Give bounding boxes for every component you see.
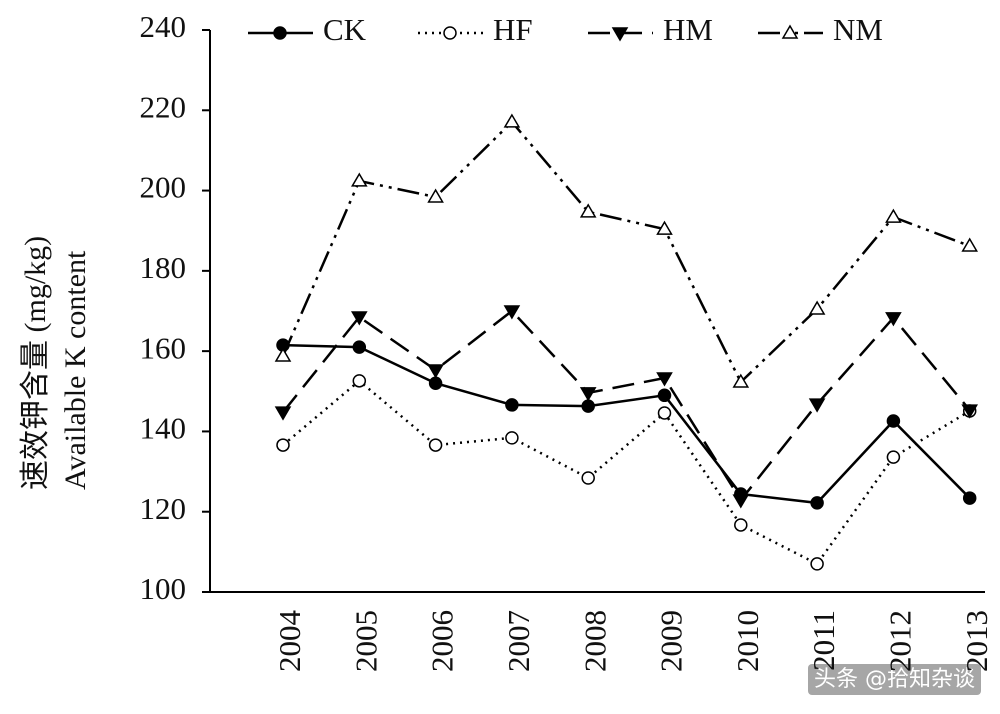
y-tick-label: 160 bbox=[140, 330, 187, 365]
point bbox=[505, 398, 519, 412]
point bbox=[885, 208, 902, 223]
point bbox=[810, 557, 824, 571]
point bbox=[656, 372, 673, 387]
point bbox=[961, 404, 979, 419]
point bbox=[581, 471, 595, 485]
legend-marker bbox=[781, 24, 799, 39]
point bbox=[886, 450, 901, 464]
x-tick-label: 2011 bbox=[806, 610, 841, 671]
point bbox=[734, 518, 748, 532]
x-tick-label: 2010 bbox=[730, 610, 765, 672]
x-tick-label: 2008 bbox=[577, 610, 612, 672]
point bbox=[505, 431, 519, 445]
point bbox=[350, 311, 368, 326]
point bbox=[810, 496, 824, 510]
series-line bbox=[282, 343, 971, 505]
y-label-line: 速效钾含量 (mg/kg) bbox=[19, 236, 52, 490]
legend-label: HF bbox=[493, 12, 533, 47]
series-line bbox=[281, 120, 971, 385]
point bbox=[352, 340, 367, 354]
y-axis-title: 速效钾含量 (mg/kg) Available K content bbox=[19, 236, 92, 490]
x-tick-label: 2004 bbox=[272, 610, 307, 673]
point bbox=[428, 438, 443, 452]
point bbox=[579, 203, 597, 218]
point bbox=[503, 305, 521, 320]
point bbox=[732, 373, 750, 388]
point bbox=[808, 300, 826, 315]
point bbox=[581, 399, 595, 413]
series-line bbox=[282, 379, 971, 566]
watermark-bg bbox=[808, 664, 981, 695]
x-tick-label: 2013 bbox=[959, 610, 994, 672]
point bbox=[503, 113, 521, 128]
legend-label: CK bbox=[323, 12, 367, 47]
series-line bbox=[282, 309, 971, 503]
legend-marker bbox=[273, 26, 287, 40]
point bbox=[657, 406, 672, 420]
point bbox=[274, 347, 292, 362]
point bbox=[656, 220, 673, 235]
point bbox=[274, 406, 292, 421]
point bbox=[962, 491, 977, 505]
y-tick-label: 180 bbox=[140, 250, 187, 285]
point bbox=[428, 376, 443, 391]
x-tick-label: 2012 bbox=[883, 610, 918, 672]
x-tick-label: 2009 bbox=[654, 610, 689, 672]
x-tick-label: 2006 bbox=[425, 610, 460, 672]
point bbox=[352, 374, 367, 388]
point bbox=[579, 387, 597, 402]
legend-label: HM bbox=[663, 12, 713, 47]
point bbox=[886, 414, 901, 428]
y-tick-label: 120 bbox=[140, 491, 187, 526]
point bbox=[427, 188, 444, 203]
y-tick-label: 140 bbox=[140, 411, 187, 446]
legend-label: NM bbox=[833, 12, 883, 47]
point bbox=[885, 312, 902, 327]
point bbox=[657, 388, 672, 403]
point bbox=[808, 398, 826, 413]
watermark: 头条 @拾知杂谈 bbox=[814, 667, 975, 692]
legend-marker bbox=[611, 27, 629, 42]
x-tick-label: 2005 bbox=[348, 610, 383, 672]
x-tick-label: 2007 bbox=[501, 610, 536, 672]
legend-marker bbox=[443, 26, 457, 40]
y-tick-label: 240 bbox=[140, 9, 187, 44]
point bbox=[350, 172, 368, 187]
y-tick-label: 200 bbox=[140, 170, 187, 205]
point bbox=[961, 237, 979, 252]
y-tick-label: 220 bbox=[140, 89, 187, 124]
y-tick-label: 100 bbox=[140, 571, 187, 606]
point bbox=[427, 364, 444, 379]
point bbox=[732, 494, 750, 509]
point bbox=[276, 438, 290, 452]
y-label-line: Available K content bbox=[59, 250, 92, 490]
